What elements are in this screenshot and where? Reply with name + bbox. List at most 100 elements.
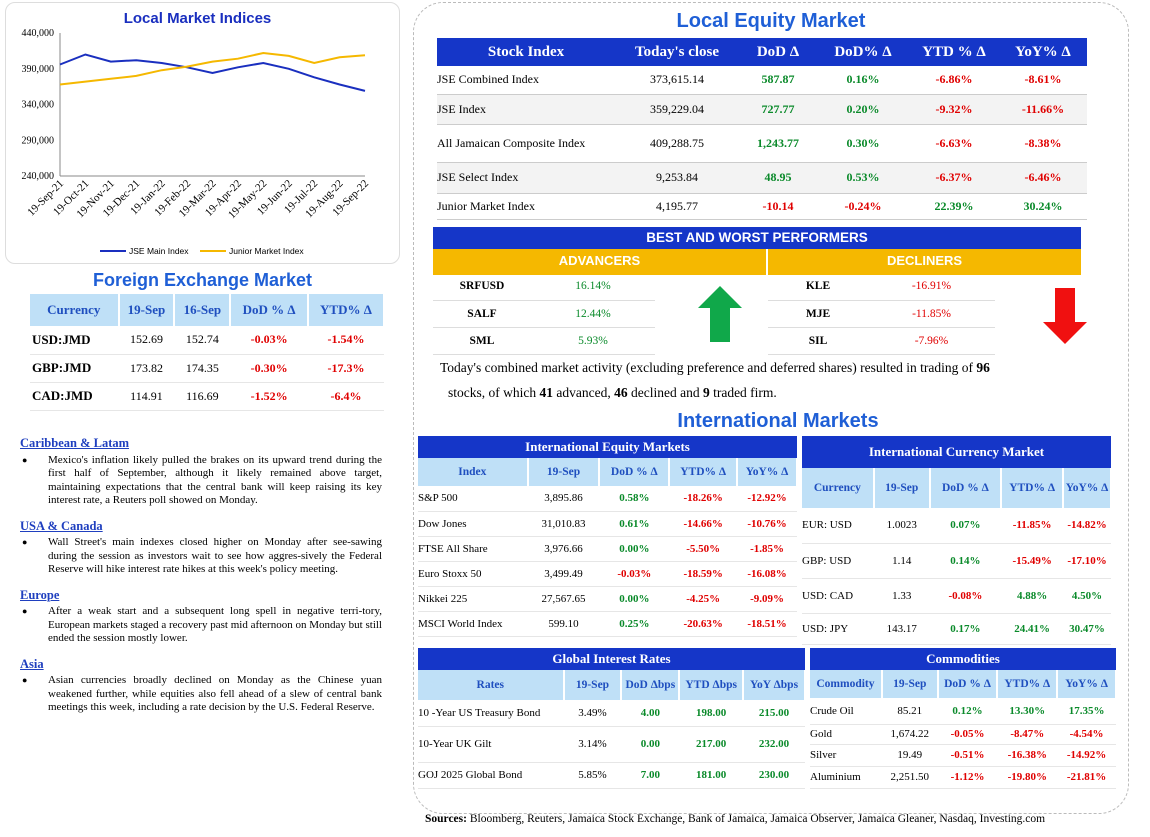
equity-dod: 587.87 — [739, 66, 817, 95]
equity-dodp: 0.53% — [817, 162, 909, 194]
decliner-ticker: KLE — [768, 273, 868, 301]
equity-row: All Jamaican Composite Index 409,288.75 1,… — [437, 124, 1087, 163]
commodities-name: Silver — [810, 744, 882, 767]
bullet-icon: ● — [22, 537, 28, 547]
local-equity-table: Stock Index Today's close DoD Δ DoD% Δ YTD %… — [437, 38, 1087, 220]
fx-currency: CAD:JMD — [30, 382, 119, 411]
bullet-icon: ● — [22, 454, 28, 465]
equity-change: 0.00% — [599, 536, 670, 562]
commodities-change: 17.35% — [1057, 698, 1116, 725]
currency-col-header: YoY% Δ — [1063, 468, 1112, 508]
equity-col-header: 19-Sep — [527, 458, 601, 486]
equity-row: Nikkei 225 27,567.65 0.00% -4.25% -9.09% — [418, 586, 797, 612]
interest-rates-table: Global Interest Rates Rates 19-Sep DoD Δbps… — [418, 648, 806, 789]
fx-row: CAD:JMD 114.91 116.69 -1.52% -6.4% — [30, 382, 384, 411]
currency-value: 1.33 — [873, 578, 930, 614]
rates-change: 198.00 — [679, 700, 744, 727]
equity-close: 409,288.75 — [615, 124, 739, 163]
rates-change: 215.00 — [743, 700, 805, 727]
rates-value: 3.49% — [563, 700, 622, 727]
up-arrow-icon — [698, 286, 742, 342]
fx-col-header: Currency — [30, 294, 120, 326]
jse-main-series — [59, 53, 366, 92]
commodities-name: Gold — [810, 724, 882, 745]
commodities-value: 85.21 — [881, 698, 938, 725]
equity-col-header: YoY% Δ — [999, 38, 1087, 66]
currency-change: 0.17% — [929, 613, 1002, 645]
equity-close: 373,615.14 — [615, 66, 739, 95]
fx-table: Currency 19-Sep 16-Sep DoD % Δ YTD% Δ USD:JM… — [30, 294, 386, 411]
news-text: After a weak start and a subsequent long… — [48, 605, 382, 644]
advancer-value: 16.14% — [531, 273, 655, 301]
equity-dod: 48.95 — [739, 162, 817, 194]
y-tick-label: 340,000 — [22, 100, 55, 111]
commodities-change: 0.12% — [937, 698, 998, 725]
equity-name: Dow Jones — [418, 511, 528, 537]
fx-prev: 116.69 — [174, 382, 231, 411]
advancer-row: SRFUSD 16.14% — [433, 273, 655, 301]
equity-close: 9,253.84 — [615, 162, 739, 194]
rates-change: 7.00 — [621, 762, 680, 789]
commodities-name: Aluminium — [810, 766, 882, 789]
equity-close: 4,195.77 — [615, 193, 739, 220]
market-indices-chart: 440,000390,000340,000290,000240,00019-Se… — [22, 28, 372, 256]
commodities-change: -0.51% — [937, 744, 998, 767]
y-tick-label: 240,000 — [22, 171, 55, 182]
currency-change: 24.41% — [1001, 613, 1064, 645]
currency-value: 143.17 — [873, 613, 930, 645]
news-heading: Caribbean & Latam — [20, 436, 130, 450]
currency-change: 4.88% — [1001, 578, 1064, 614]
fx-prev: 152.74 — [174, 326, 231, 355]
decliner-value: -16.91% — [868, 273, 995, 301]
advancer-ticker: SALF — [433, 300, 531, 328]
commodities-change: -1.12% — [937, 766, 998, 789]
equity-title: Local Equity Market — [676, 10, 866, 32]
equity-change: -9.09% — [737, 586, 797, 612]
fx-col-header: DoD % Δ — [230, 294, 309, 326]
equity-change: -4.25% — [669, 586, 738, 612]
summary-text: stocks, of which — [448, 385, 540, 400]
equity-name: Junior Market Index — [437, 193, 615, 220]
equity-dodp: 0.30% — [817, 124, 909, 163]
equity-name: JSE Index — [437, 94, 615, 125]
equity-col-header: YoY% Δ — [737, 458, 798, 486]
equity-change: -18.59% — [669, 561, 738, 587]
equity-row: S&P 500 3,895.86 0.58% -18.26% -12.92% — [418, 486, 797, 512]
summary-text: Today's combined market activity (exclud… — [440, 360, 977, 375]
advancers-header: ADVANCERS — [433, 249, 766, 275]
commodities-col-header: YoY% Δ — [1057, 670, 1117, 698]
equity-dod: 1,243.77 — [739, 124, 817, 163]
decliner-value: -7.96% — [868, 327, 995, 355]
equity-dod: 727.77 — [739, 94, 817, 125]
decliner-value: -11.85% — [868, 300, 995, 328]
equity-col-header: DoD % Δ — [599, 458, 671, 486]
equity-ytd: -6.37% — [909, 162, 999, 194]
commodities-value: 1,674.22 — [881, 724, 938, 745]
currency-col-header: 19-Sep — [873, 468, 931, 508]
rates-change: 232.00 — [743, 726, 805, 763]
equity-row: JSE Select Index 9,253.84 48.95 0.53% -6.37%… — [437, 162, 1087, 194]
summary-text: traded firm. — [709, 385, 777, 400]
news-text: Asian currencies broadly declined on Mon… — [48, 674, 382, 713]
news-section: Caribbean & Latam ● Mexico's inflation lik… — [20, 436, 382, 727]
fx-today: 152.69 — [118, 326, 175, 355]
chart-panel — [5, 2, 400, 264]
advancer-ticker: SRFUSD — [433, 273, 531, 301]
equity-change: -16.08% — [737, 561, 797, 587]
equity-col-header: YTD% Δ — [669, 458, 739, 486]
equity-name: All Jamaican Composite Index — [437, 124, 615, 163]
fx-col-header: 16-Sep — [174, 294, 232, 326]
decliner-row: KLE -16.91% — [768, 273, 995, 301]
sources-text: Bloomberg, Reuters, Jamaica Stock Exchan… — [466, 813, 1046, 825]
legend-label: Junior Market Index — [229, 246, 304, 256]
equity-change: -18.51% — [737, 611, 797, 637]
sources-line: Sources: Bloomberg, Reuters, Jamaica Sto… — [425, 813, 1045, 825]
advancer-ticker: SML — [433, 327, 531, 355]
currency-name: USD: JPY — [802, 613, 874, 645]
commodities-col-header: 19-Sep — [881, 670, 939, 698]
commodities-row: Crude Oil 85.21 0.12% 13.30% 17.35% — [810, 698, 1116, 725]
equity-yoy: 30.24% — [999, 193, 1087, 220]
equity-name: S&P 500 — [418, 486, 528, 512]
commodities-col-header: Commodity — [810, 670, 883, 698]
equity-col-header: DoD Δ — [739, 38, 817, 66]
